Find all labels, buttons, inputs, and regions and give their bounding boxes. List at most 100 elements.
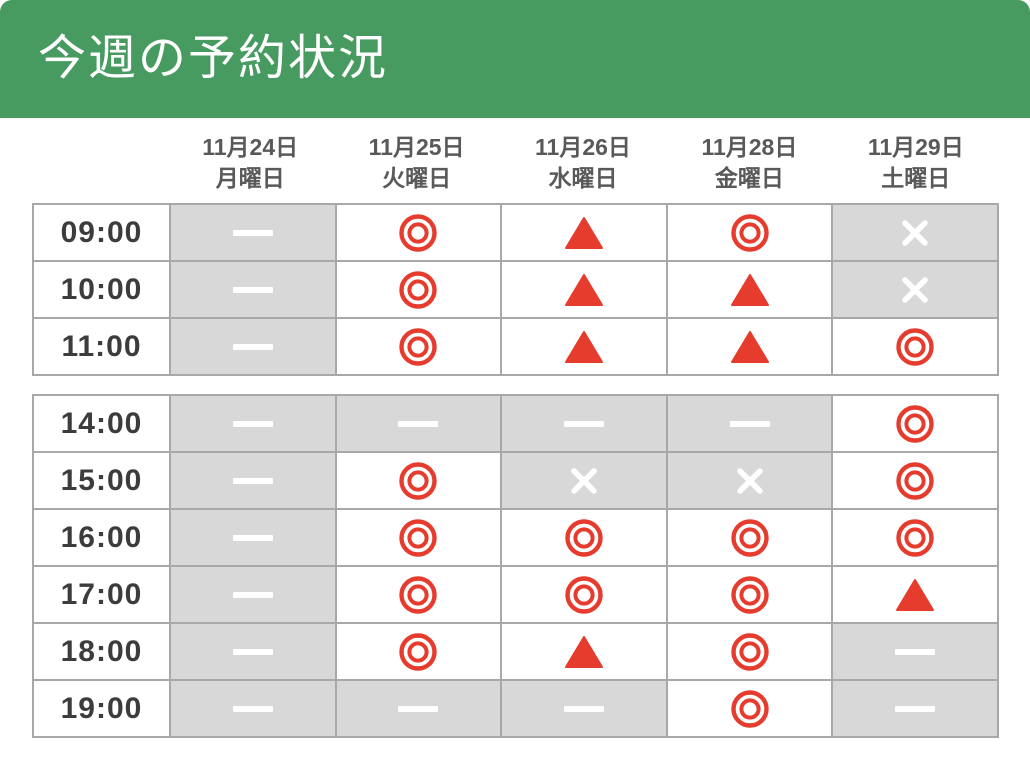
slot-cell-17:00-col1[interactable] xyxy=(336,567,501,622)
slot-cell-17:00-col4[interactable] xyxy=(833,567,997,622)
slot-cell-16:00-col2[interactable] xyxy=(502,510,666,565)
double-circle-icon xyxy=(398,461,438,501)
dash-icon xyxy=(398,420,439,427)
double-circle-icon xyxy=(398,518,438,558)
slot-cell-16:00-col3[interactable] xyxy=(667,510,832,565)
slot-cell-18:00-col1[interactable] xyxy=(336,624,501,679)
double-circle-icon xyxy=(730,518,770,558)
column-weekday-label: 水曜日 xyxy=(548,165,618,191)
time-label: 11:00 xyxy=(34,319,169,374)
time-column-spacer xyxy=(32,132,167,194)
slot-cell-14:00-col4[interactable] xyxy=(833,396,997,451)
triangle-icon xyxy=(895,578,935,612)
column-date-label: 11月25日 xyxy=(368,134,465,160)
slot-cell-11:00-col0 xyxy=(171,319,335,374)
dash-icon xyxy=(563,705,604,712)
dash-icon xyxy=(232,229,273,236)
double-circle-icon xyxy=(398,213,438,253)
dash-icon xyxy=(232,648,273,655)
column-date-label: 11月24日 xyxy=(202,134,299,160)
triangle-icon xyxy=(564,273,604,307)
cross-icon xyxy=(900,275,930,305)
dash-icon xyxy=(563,420,604,427)
triangle-icon xyxy=(730,273,770,307)
slot-cell-17:00-col2[interactable] xyxy=(502,567,666,622)
slot-cell-15:00-col3 xyxy=(667,453,832,508)
slot-cell-15:00-col2 xyxy=(502,453,666,508)
slot-cell-10:00-col2[interactable] xyxy=(502,262,666,317)
dash-icon xyxy=(895,648,936,655)
slot-cell-11:00-col1[interactable] xyxy=(336,319,501,374)
slot-cell-16:00-col0 xyxy=(171,510,335,565)
slot-cell-18:00-col2[interactable] xyxy=(502,624,666,679)
dash-icon xyxy=(232,591,273,598)
time-label: 10:00 xyxy=(34,262,169,317)
time-label: 09:00 xyxy=(34,205,169,260)
slot-cell-15:00-col4[interactable] xyxy=(833,453,997,508)
slot-cell-16:00-col4[interactable] xyxy=(833,510,997,565)
double-circle-icon xyxy=(398,632,438,672)
column-header-4: 11月29日 土曜日 xyxy=(833,132,999,194)
double-circle-icon xyxy=(564,518,604,558)
dash-icon xyxy=(232,534,273,541)
slot-cell-10:00-col3[interactable] xyxy=(667,262,832,317)
double-circle-icon xyxy=(895,518,935,558)
column-date-label: 11月26日 xyxy=(535,134,631,160)
column-header-2: 11月26日 水曜日 xyxy=(500,132,666,194)
dash-icon xyxy=(398,705,439,712)
double-circle-icon xyxy=(398,575,438,615)
slot-cell-11:00-col3[interactable] xyxy=(667,319,832,374)
slot-cell-19:00-col4 xyxy=(833,681,997,736)
slot-cell-09:00-col2[interactable] xyxy=(502,205,666,260)
time-label: 14:00 xyxy=(34,396,169,451)
time-block-0: 09:00 10:00 11:00 xyxy=(32,203,999,376)
double-circle-icon xyxy=(564,575,604,615)
double-circle-icon xyxy=(730,575,770,615)
slot-cell-15:00-col0 xyxy=(171,453,335,508)
slot-cell-15:00-col1[interactable] xyxy=(336,453,501,508)
column-header-3: 11月28日 金曜日 xyxy=(666,132,832,194)
dash-icon xyxy=(895,705,936,712)
slot-cell-14:00-col0 xyxy=(171,396,335,451)
column-weekday-label: 金曜日 xyxy=(714,165,784,191)
slot-cell-09:00-col3[interactable] xyxy=(667,205,832,260)
slot-cell-11:00-col4[interactable] xyxy=(833,319,997,374)
triangle-icon xyxy=(730,330,770,364)
slot-cell-09:00-col0 xyxy=(171,205,335,260)
dash-icon xyxy=(232,705,273,712)
slot-cell-17:00-col0 xyxy=(171,567,335,622)
column-header-0: 11月24日 月曜日 xyxy=(167,132,333,194)
slot-cell-17:00-col3[interactable] xyxy=(667,567,832,622)
triangle-icon xyxy=(564,635,604,669)
column-headers: 11月24日 月曜日 11月25日 火曜日 11月26日 水曜日 11月28日 … xyxy=(32,132,999,194)
slot-cell-19:00-col2 xyxy=(502,681,666,736)
column-header-1: 11月25日 火曜日 xyxy=(333,132,499,194)
time-label: 19:00 xyxy=(34,681,169,736)
dash-icon xyxy=(729,420,770,427)
cross-icon xyxy=(569,466,599,496)
double-circle-icon xyxy=(730,213,770,253)
double-circle-icon xyxy=(895,327,935,367)
schedule-table: 09:00 10:00 11:00 14:00 15:00 16:00 17:00 18:00… xyxy=(32,203,999,738)
column-weekday-label: 土曜日 xyxy=(881,165,951,191)
slot-cell-19:00-col3[interactable] xyxy=(667,681,832,736)
cross-icon xyxy=(900,218,930,248)
slot-cell-14:00-col3 xyxy=(667,396,832,451)
dash-icon xyxy=(232,286,273,293)
slot-cell-18:00-col3[interactable] xyxy=(667,624,832,679)
slot-cell-10:00-col1[interactable] xyxy=(336,262,501,317)
double-circle-icon xyxy=(398,327,438,367)
time-label: 16:00 xyxy=(34,510,169,565)
slot-cell-16:00-col1[interactable] xyxy=(336,510,501,565)
slot-cell-09:00-col1[interactable] xyxy=(336,205,501,260)
triangle-icon xyxy=(564,216,604,250)
double-circle-icon xyxy=(730,689,770,729)
dash-icon xyxy=(232,477,273,484)
slot-cell-11:00-col2[interactable] xyxy=(502,319,666,374)
page-header: 今週の予約状況 xyxy=(0,0,1030,118)
dash-icon xyxy=(232,343,273,350)
time-label: 17:00 xyxy=(34,567,169,622)
column-date-label: 11月28日 xyxy=(701,134,798,160)
slot-cell-14:00-col1 xyxy=(336,396,501,451)
page-title: 今週の予約状況 xyxy=(38,32,389,85)
